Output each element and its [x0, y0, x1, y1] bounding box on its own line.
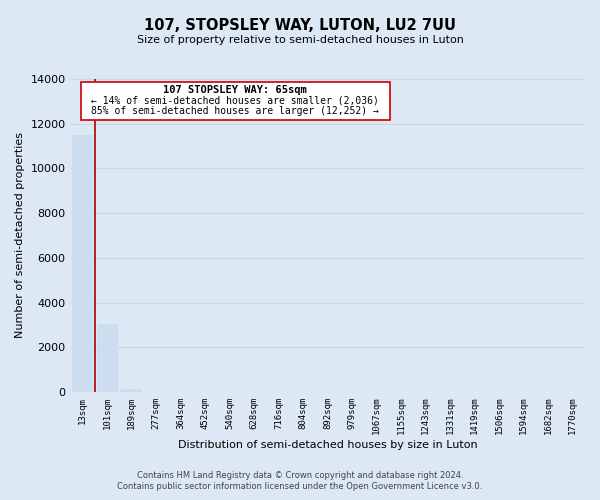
- Text: Contains public sector information licensed under the Open Government Licence v3: Contains public sector information licen…: [118, 482, 482, 491]
- Text: 107, STOPSLEY WAY, LUTON, LU2 7UU: 107, STOPSLEY WAY, LUTON, LU2 7UU: [144, 18, 456, 32]
- Text: Contains HM Land Registry data © Crown copyright and database right 2024.: Contains HM Land Registry data © Crown c…: [137, 471, 463, 480]
- Bar: [73, 135, 93, 392]
- Bar: [97, 324, 118, 392]
- Text: 85% of semi-detached houses are larger (12,252) →: 85% of semi-detached houses are larger (…: [91, 106, 379, 117]
- X-axis label: Distribution of semi-detached houses by size in Luton: Distribution of semi-detached houses by …: [178, 440, 478, 450]
- Text: 107 STOPSLEY WAY: 65sqm: 107 STOPSLEY WAY: 65sqm: [163, 86, 307, 96]
- Bar: [121, 389, 142, 392]
- Y-axis label: Number of semi-detached properties: Number of semi-detached properties: [15, 132, 25, 338]
- Text: ← 14% of semi-detached houses are smaller (2,036): ← 14% of semi-detached houses are smalle…: [91, 96, 379, 106]
- Text: Size of property relative to semi-detached houses in Luton: Size of property relative to semi-detach…: [137, 35, 463, 45]
